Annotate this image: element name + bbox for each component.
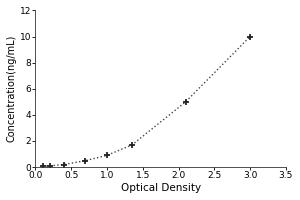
X-axis label: Optical Density: Optical Density [121,183,201,193]
Y-axis label: Concentration(ng/mL): Concentration(ng/mL) [7,35,17,142]
